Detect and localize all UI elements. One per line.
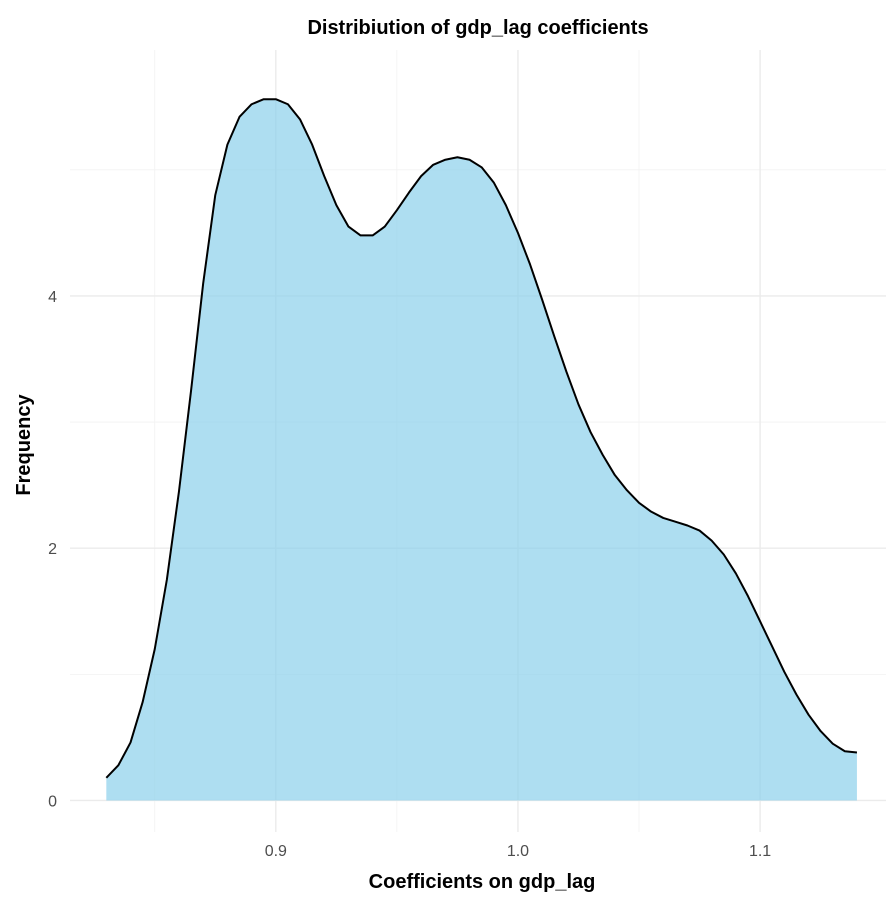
x-axis-title: Coefficients on gdp_lag xyxy=(369,871,596,893)
y-tick-label: 0 xyxy=(48,793,57,810)
y-axis-title: Frequency xyxy=(13,394,35,496)
y-tick-label: 2 xyxy=(48,541,57,558)
x-tick-label: 0.9 xyxy=(265,843,287,860)
tick-labels: 0.9 1.0 1.1 0 2 4 xyxy=(48,289,771,860)
x-tick-label: 1.0 xyxy=(507,843,529,860)
x-tick-label: 1.1 xyxy=(749,843,771,860)
density-line xyxy=(105,98,858,779)
chart-title: Distribiution of gdp_lag coefficients xyxy=(307,17,648,39)
y-tick-label: 4 xyxy=(48,289,57,306)
density-area xyxy=(106,99,857,801)
